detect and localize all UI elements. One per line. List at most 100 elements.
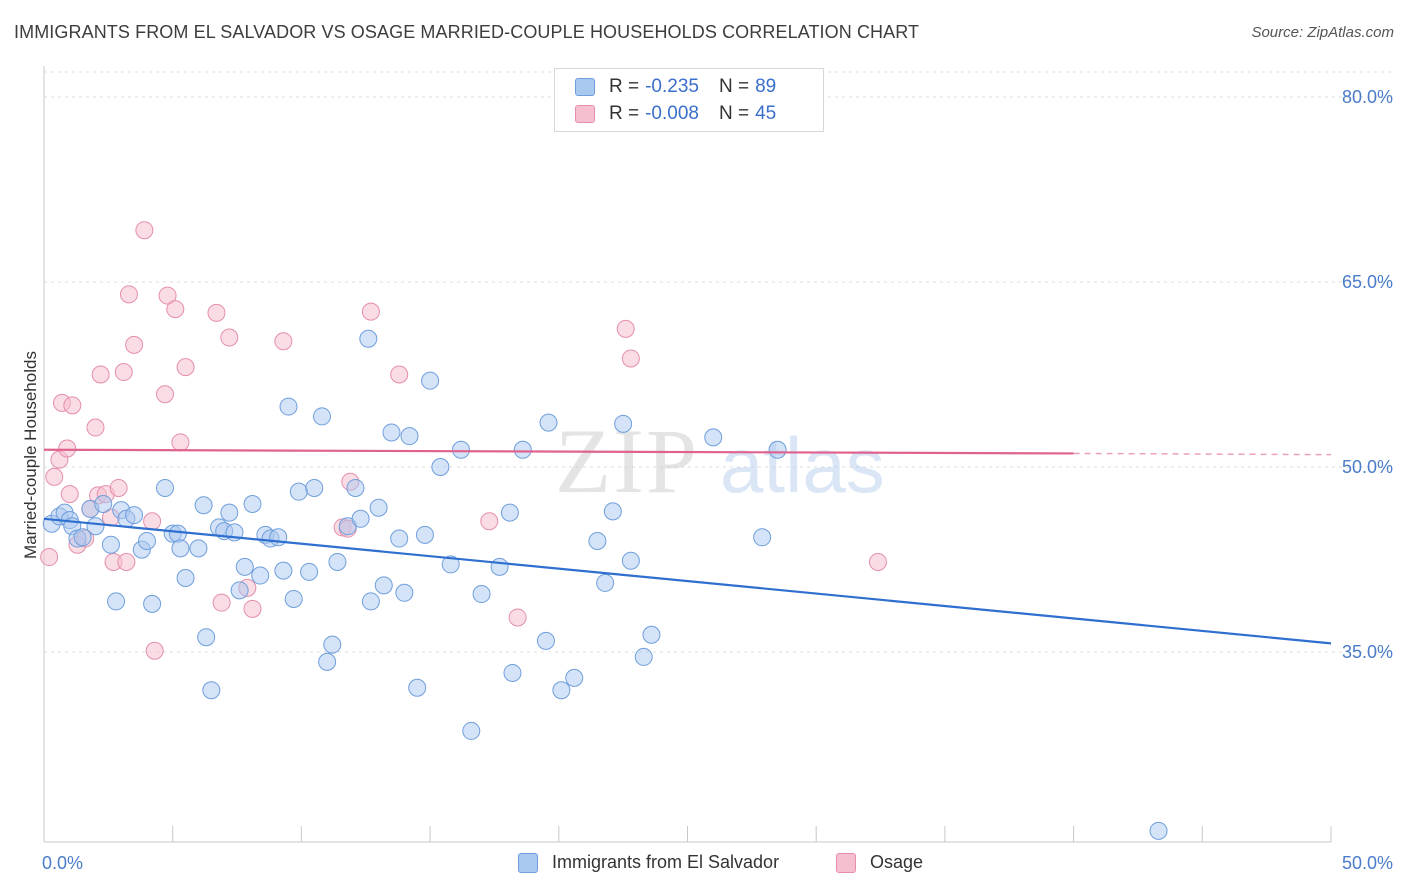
el-salvador-point (588, 532, 607, 550)
el-salvador-point (346, 478, 365, 497)
el-salvador-point (125, 506, 144, 525)
osage-point (868, 552, 887, 571)
osage-point (114, 363, 133, 382)
el-salvador-point (753, 528, 772, 547)
el-salvador-point (86, 517, 105, 536)
el-salvador-point (415, 525, 434, 544)
el-salvador-trend-line (43, 517, 1332, 645)
osage-point (158, 286, 177, 305)
el-salvador-point (390, 529, 409, 548)
el-salvador-point (634, 647, 653, 666)
y-axis-label: Married-couple Households (21, 351, 40, 559)
el-salvador-point (328, 552, 347, 571)
el-salvador-point (513, 440, 532, 459)
osage-point (508, 608, 527, 627)
el-salvador-point (441, 555, 460, 574)
legend-n-value: 45 (755, 103, 777, 124)
correlation-legend: R = -0.235 N = 89 R = -0.008 N = 45 (554, 68, 824, 132)
legend-n-value: 89 (755, 76, 777, 97)
osage-trend-extension (1073, 452, 1332, 456)
el-salvador-point (318, 652, 337, 671)
el-salvador-point (168, 524, 187, 543)
osage-point (361, 302, 380, 321)
osage-point (171, 433, 190, 452)
el-salvador-point (374, 576, 393, 595)
x-tick-label: 0.0% (42, 853, 83, 873)
osage-point (143, 512, 162, 531)
el-salvador-point (614, 414, 633, 433)
osage-point (119, 285, 138, 304)
el-salvador-point (451, 440, 470, 459)
el-salvador-point (279, 397, 298, 416)
el-salvador-point (462, 721, 481, 740)
osage-point (145, 641, 164, 660)
el-salvador-point (552, 681, 571, 700)
el-salvador-point (382, 423, 401, 442)
osage-point (40, 548, 59, 567)
el-salvador-point (189, 539, 208, 558)
el-salvador-point (284, 589, 303, 608)
osage-point (109, 478, 128, 497)
el-salvador-point (107, 592, 126, 611)
osage-point (125, 335, 144, 354)
osage-point (176, 358, 195, 377)
osage-point (58, 439, 77, 458)
x-tick-label: 50.0% (1342, 853, 1393, 873)
el-salvador-point (361, 592, 380, 611)
el-salvador-point (369, 498, 388, 517)
osage-point (616, 319, 635, 338)
el-salvador-point (230, 581, 249, 600)
y-tick-label: 80.0% (1342, 87, 1393, 107)
el-salvador-point (596, 573, 615, 592)
el-salvador-point (101, 535, 120, 554)
bottom-legend-label: Immigrants from El Salvador (552, 852, 780, 872)
legend-n-label: N = (718, 103, 750, 124)
bottom-legend-swatch-pink (836, 852, 856, 873)
el-salvador-point (289, 482, 308, 501)
el-salvador-point (621, 551, 640, 570)
el-salvador-point (490, 557, 509, 576)
el-salvador-point (472, 585, 491, 604)
y-tick-label: 65.0% (1342, 272, 1393, 292)
osage-point (63, 396, 82, 415)
y-tick-label: 50.0% (1342, 457, 1393, 477)
el-salvador-point (94, 495, 113, 513)
el-salvador-point (400, 427, 419, 446)
y-tick-label: 35.0% (1342, 642, 1393, 662)
osage-point (166, 300, 185, 319)
el-salvador-point (768, 440, 787, 459)
el-salvador-point (421, 371, 440, 390)
osage-point (274, 332, 293, 351)
legend-r-label: R = (609, 76, 640, 97)
osage-point (86, 418, 105, 437)
osage-point (220, 328, 239, 347)
axes (43, 66, 1332, 843)
watermark-atlas: atlas (720, 421, 885, 509)
el-salvador-point (235, 557, 254, 576)
osage-trend-line (43, 448, 1074, 455)
el-salvador-point (305, 478, 324, 497)
el-salvador-point (312, 407, 331, 426)
el-salvador-point (300, 562, 319, 581)
el-salvador-point (500, 503, 519, 522)
source-label: Source: ZipAtlas.com (1251, 24, 1394, 41)
watermark: ZIP atlas (555, 410, 885, 512)
osage-point (207, 303, 226, 322)
el-salvador-point (323, 635, 342, 654)
bottom-legend-osage: Osage (836, 852, 923, 873)
legend-swatch-blue (575, 78, 595, 96)
legend-r-value: -0.008 (645, 103, 699, 124)
el-salvador-point (202, 681, 221, 700)
el-salvador-point (155, 478, 174, 497)
bottom-legend-label: Osage (870, 852, 924, 872)
osage-point (91, 365, 110, 384)
el-salvador-point (503, 663, 522, 682)
el-salvador-point (351, 509, 370, 528)
el-salvador-point (220, 503, 239, 522)
osage-point (45, 467, 64, 486)
osage-point (480, 512, 499, 531)
osage-point (621, 349, 640, 368)
el-salvador-point (408, 678, 427, 697)
trend-lines (43, 448, 1332, 645)
